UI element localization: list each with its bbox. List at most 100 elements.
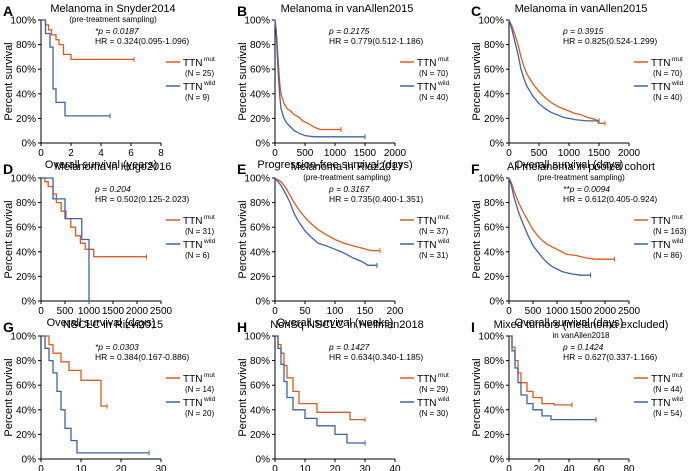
legend-count: (N = 29) [419,385,448,394]
legend-name: TTN [417,82,436,93]
legend-count: (N = 54) [653,409,682,418]
x-tick-label: 0 [506,464,512,471]
x-axis-label: Overall survival (years) [45,159,157,171]
series-line-wild [274,177,377,266]
legend-count: (N = 40) [653,93,682,102]
y-tick-label: 60% [484,65,504,76]
hazard-ratio: HR = 0.324(0.095-1.096) [95,36,189,46]
x-tick-label: 2500 [150,306,173,317]
y-tick-label: 60% [16,223,36,234]
legend-item-wild: TTN wild (N = 54) [634,396,684,418]
x-tick-label: 20 [115,464,127,471]
legend-superscript: mut [204,372,215,379]
y-tick-label: 20% [484,272,504,283]
legend-count: (N = 20) [185,409,214,418]
y-tick-label: 20% [484,430,504,441]
x-tick-label: 20 [329,464,341,471]
x-tick-label: 2000 [384,148,407,159]
y-tick-label: 20% [16,272,36,283]
series-line-mut [274,177,380,252]
legend-superscript: wild [437,238,450,245]
p-value: *p = 0.0187 [95,26,139,36]
x-tick-label: 500 [525,306,542,317]
y-tick-label: 80% [250,198,270,209]
legend-superscript: wild [437,396,450,403]
panel-letter: C [471,3,481,19]
series-line-wild [509,335,596,421]
panel-title: Melanoma in Riaz2017 [291,161,404,173]
x-tick-label: 2000 [618,148,641,159]
hazard-ratio: HR = 0.779(0.512-1.186) [329,36,423,46]
y-tick-label: 80% [16,40,36,51]
panel-letter: I [471,319,475,335]
p-value: p = 0.3167 [328,184,370,194]
series-line-wild [41,335,149,454]
hazard-ratio: HR = 0.627(0.337-1.166) [563,352,657,362]
legend-superscript: mut [204,56,215,63]
panel-title: All melanoma in pooled cohort [507,161,655,173]
legend-superscript: wild [671,80,684,87]
legend-name: TTN [651,58,670,69]
panel-letter: F [471,161,480,177]
y-tick-label: 60% [484,381,504,392]
x-axis-label: Progression-free survival (days) [257,159,412,171]
y-axis-label: Percent survival [471,200,483,278]
panel-title: Mixed tumors (melanoma excluded) [494,319,669,331]
panel-a: A Melanoma in Snyder2014(pre-treatment sa… [3,3,216,171]
x-tick-label: 10 [299,464,311,471]
y-tick-label: 40% [484,247,504,258]
panel-subtitle: in vanAllen2018 [553,331,610,340]
y-tick-label: 20% [250,114,270,125]
legend-item-wild: TTN wild (N = 40) [634,80,684,102]
y-tick-label: 0% [256,297,271,308]
y-tick-label: 100% [244,174,270,185]
panel-title: Melanoma in Hugo2016 [55,161,172,173]
legend-item-mut: TTN mut (N = 70) [634,56,683,78]
series-line-mut [275,335,365,421]
y-tick-label: 20% [250,272,270,283]
legend-count: (N = 25) [185,69,214,78]
y-tick-label: 80% [16,356,36,367]
panel-letter: G [3,319,14,335]
y-tick-label: 0% [22,297,37,308]
legend-name: TTN [183,240,202,251]
x-tick-label: 6 [128,148,134,159]
legend-count: (N = 86) [653,251,682,260]
y-tick-label: 40% [16,89,36,100]
y-axis-label: Percent survival [237,42,249,120]
series-line-wild [274,19,365,138]
legend-count: (N = 37) [419,227,448,236]
legend-name: TTN [417,216,436,227]
hazard-ratio: HR = 0.825(0.524-1.299) [563,36,657,46]
x-tick-label: 500 [297,148,314,159]
legend-item-mut: TTN mut (N = 70) [400,56,449,78]
y-tick-label: 100% [10,16,36,27]
panel-letter: E [237,161,246,177]
y-tick-label: 40% [16,405,36,416]
x-tick-label: 0 [38,148,44,159]
y-tick-label: 100% [10,332,36,343]
legend-name: TTN [183,216,202,227]
x-tick-label: 30 [359,464,371,471]
p-value: p = 0.3915 [562,26,604,36]
panel-subtitle: (pre-treatment sampling) [69,15,157,24]
series-line-mut [41,19,134,61]
legend-item-wild: TTN wild (N = 9) [166,80,216,102]
legend-item-wild: TTN wild (N = 31) [400,238,450,260]
legend-superscript: wild [671,238,684,245]
hazard-ratio: HR = 0.612(0.405-0.924) [563,194,657,204]
legend-item-wild: TTN wild (N = 86) [634,238,684,260]
x-tick-label: 0 [272,306,278,317]
series-line-wild [41,177,90,301]
legend-item-wild: TTN wild (N = 30) [400,396,450,418]
x-tick-label: 60 [593,464,605,471]
legend-superscript: mut [672,214,683,221]
y-tick-label: 40% [250,247,270,258]
legend-count: (N = 30) [419,409,448,418]
y-tick-label: 0% [490,297,505,308]
legend-count: (N = 14) [185,385,214,394]
legend-item-wild: TTN wild (N = 6) [166,238,216,260]
x-tick-label: 500 [57,306,74,317]
legend-count: (N = 31) [419,251,448,260]
y-tick-label: 80% [484,356,504,367]
